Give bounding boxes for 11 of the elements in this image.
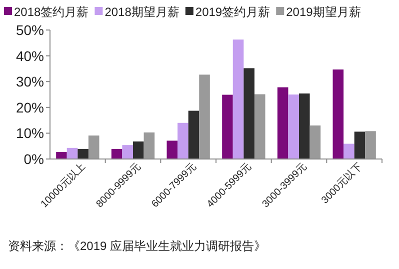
y-tick-label: 50% bbox=[16, 22, 44, 38]
y-tick-label: 20% bbox=[16, 99, 44, 116]
y-tick-label: 30% bbox=[16, 74, 44, 90]
y-tick-label: 10% bbox=[16, 125, 44, 142]
text: 资料来源：《2019 应届毕业生就业力调研报告》 bbox=[8, 239, 266, 253]
legend-label: 2019期望月薪 bbox=[286, 5, 361, 19]
legend-label: 2019签约月薪 bbox=[195, 5, 270, 19]
legend-label: 2018签约月薪 bbox=[14, 5, 89, 19]
y-tick-label: 0% bbox=[24, 151, 44, 167]
legend-label: 2018期望月薪 bbox=[104, 5, 180, 19]
y-tick-label: 40% bbox=[16, 48, 44, 64]
